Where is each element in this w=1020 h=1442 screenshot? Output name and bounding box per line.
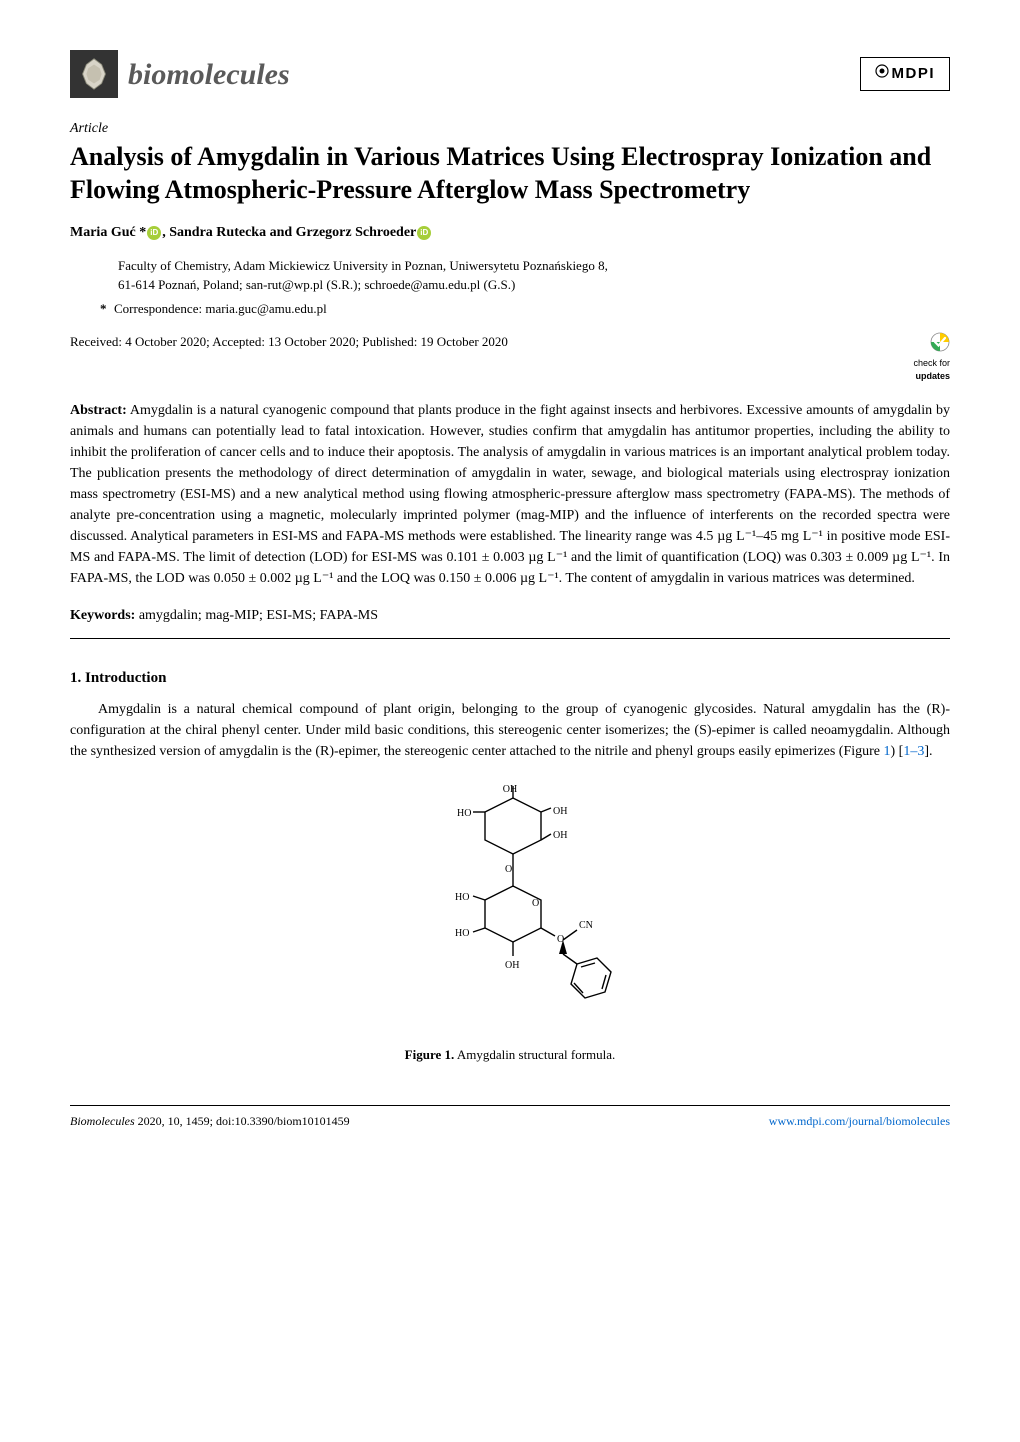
footer-journal-italic: Biomolecules	[70, 1114, 135, 1128]
orcid-icon[interactable]	[417, 226, 431, 240]
footer-issue: 2020, 10, 1459; doi:10.3390/biom10101459	[135, 1114, 350, 1128]
affiliation-line-1: Faculty of Chemistry, Adam Mickiewicz Un…	[118, 258, 608, 273]
label-oh: OH	[503, 784, 517, 795]
check-updates-line2: updates	[915, 371, 950, 381]
figure-1: OH OH OH HO O HO HO O OH O CN	[70, 780, 950, 1065]
check-updates-badge[interactable]: check for updates	[913, 332, 950, 384]
article-title: Analysis of Amygdalin in Various Matrice…	[70, 141, 950, 206]
check-updates-line1: check for	[913, 358, 950, 368]
article-dates: Received: 4 October 2020; Accepted: 13 O…	[70, 332, 508, 352]
section-rule	[70, 638, 950, 639]
affiliation: Faculty of Chemistry, Adam Mickiewicz Un…	[118, 257, 950, 295]
article-type: Article	[70, 118, 950, 139]
author-others: , Sandra Rutecka and Grzegorz Schroeder	[162, 225, 416, 240]
label-o: O	[532, 898, 539, 909]
amygdalin-structure-icon: OH OH OH HO O HO HO O OH O CN	[405, 780, 615, 1030]
intro-text-b: ) [	[891, 744, 904, 759]
journal-logo-icon	[70, 50, 118, 98]
section-heading-intro: 1. Introduction	[70, 667, 950, 690]
page-header: biomolecules MDPI	[70, 50, 950, 98]
abstract: Abstract: Amygdalin is a natural cyanoge…	[70, 400, 950, 589]
journal-logo-block: biomolecules	[70, 50, 290, 98]
intro-text-c: ].	[924, 744, 932, 759]
intro-paragraph-1: Amygdalin is a natural chemical compound…	[70, 699, 950, 762]
label-ho: HO	[455, 892, 469, 903]
affiliation-line-2: 61-614 Poznań, Poland; san-rut@wp.pl (S.…	[118, 277, 515, 292]
figure-1-caption: Figure 1. Amygdalin structural formula.	[70, 1045, 950, 1065]
label-oh: OH	[505, 960, 519, 971]
abstract-label: Abstract:	[70, 403, 127, 418]
figure-1-caption-text: Amygdalin structural formula.	[457, 1047, 616, 1062]
mdpi-dot-icon	[875, 63, 889, 86]
footer-citation: Biomolecules 2020, 10, 1459; doi:10.3390…	[70, 1112, 350, 1130]
label-ho: HO	[457, 808, 471, 819]
orcid-icon[interactable]	[147, 226, 161, 240]
figure-1-caption-label: Figure 1.	[405, 1047, 455, 1062]
journal-name: biomolecules	[128, 52, 290, 97]
keywords: Keywords: amygdalin; mag-MIP; ESI-MS; FA…	[70, 605, 950, 626]
keywords-label: Keywords:	[70, 608, 135, 623]
label-o: O	[505, 864, 512, 875]
author-corresponding: Maria Guć *	[70, 225, 146, 240]
label-ho: HO	[455, 928, 469, 939]
dates-row: Received: 4 October 2020; Accepted: 13 O…	[70, 332, 950, 384]
correspondence-text: Correspondence: maria.guc@amu.edu.pl	[114, 301, 327, 316]
abstract-text: Amygdalin is a natural cyanogenic compou…	[70, 403, 950, 586]
publisher-logo: MDPI	[860, 57, 951, 92]
citation-link[interactable]: 1–3	[903, 744, 924, 759]
label-oh: OH	[553, 806, 567, 817]
check-updates-icon	[930, 332, 950, 352]
author-list: Maria Guć * , Sandra Rutecka and Grzegorz…	[70, 222, 950, 243]
correspondence-star: *	[100, 299, 114, 319]
correspondence: *Correspondence: maria.guc@amu.edu.pl	[118, 299, 950, 319]
keywords-text: amygdalin; mag-MIP; ESI-MS; FAPA-MS	[139, 608, 378, 623]
figure-crossref[interactable]: 1	[884, 744, 891, 759]
footer-journal-url[interactable]: www.mdpi.com/journal/biomolecules	[769, 1112, 950, 1130]
label-cn: CN	[579, 920, 593, 931]
intro-text-a: Amygdalin is a natural chemical compound…	[70, 702, 950, 759]
publisher-name: MDPI	[892, 63, 936, 86]
label-oh: OH	[553, 830, 567, 841]
page-footer: Biomolecules 2020, 10, 1459; doi:10.3390…	[70, 1105, 950, 1130]
